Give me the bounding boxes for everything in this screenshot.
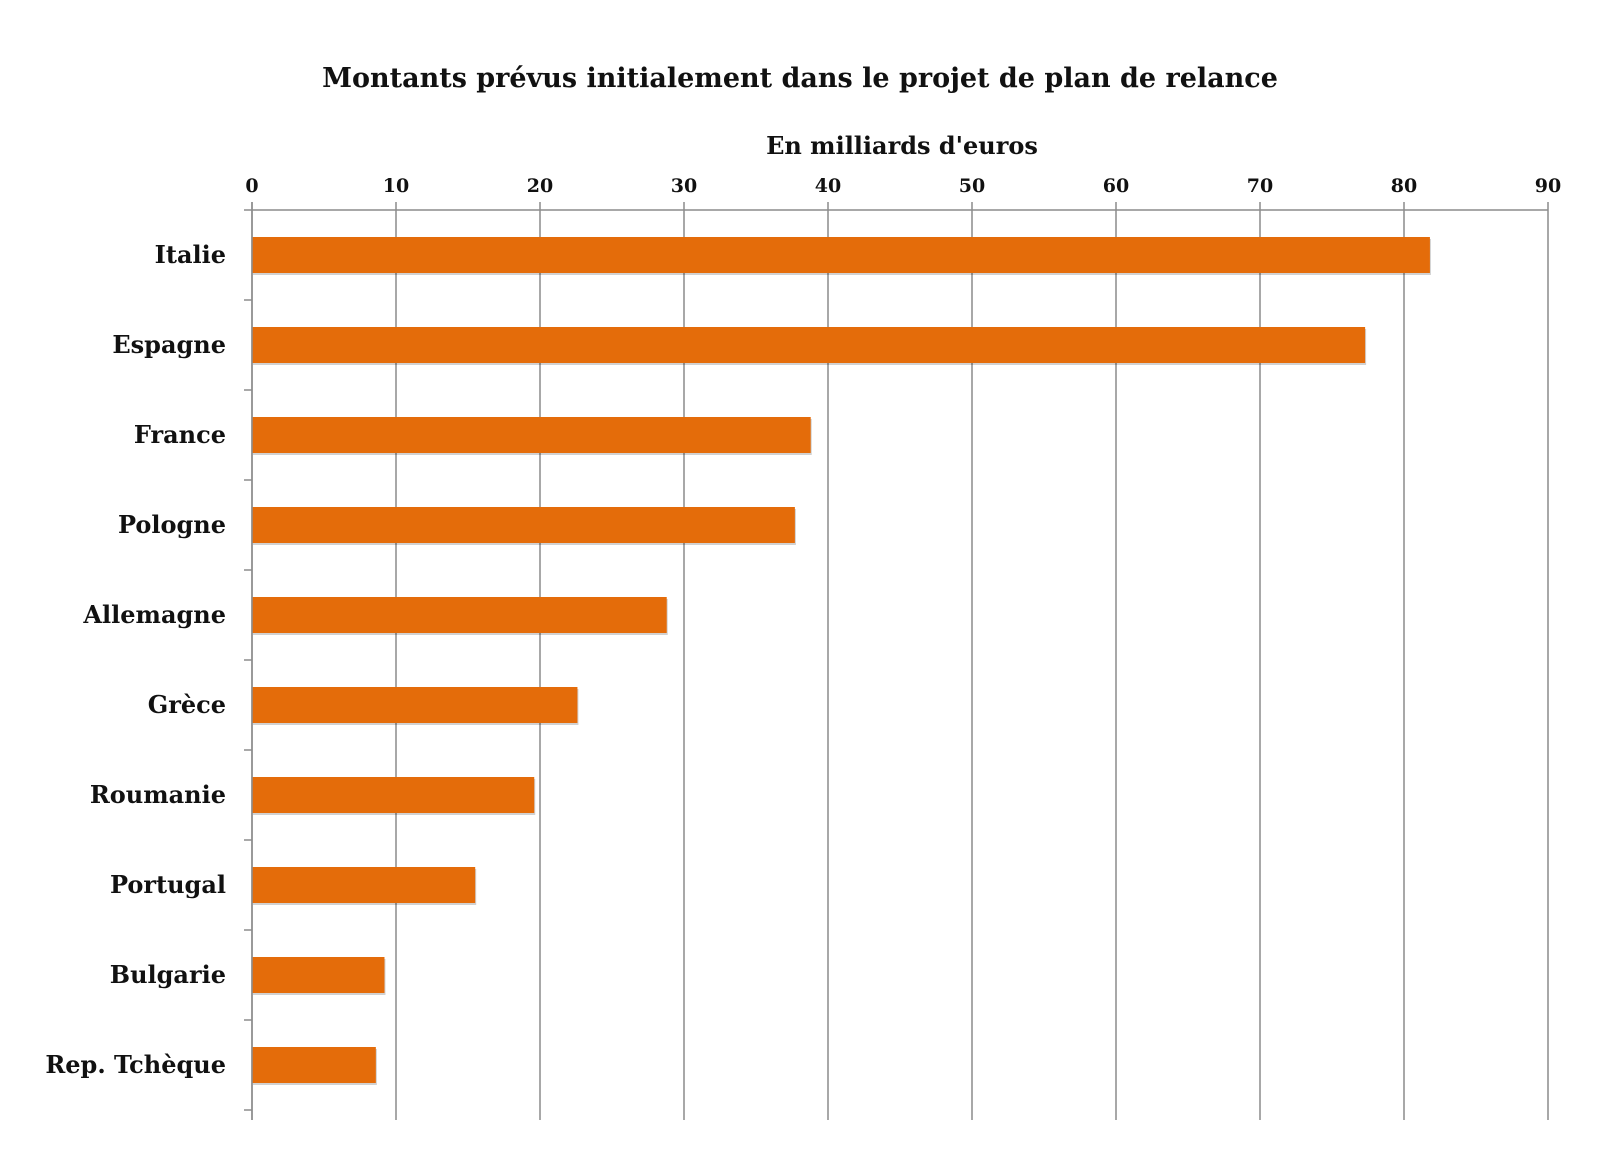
x-tick-label-60: 60	[1103, 175, 1129, 197]
bar-9	[252, 957, 385, 993]
category-label-3: France	[134, 420, 226, 449]
bar-7	[252, 777, 535, 813]
category-labels: Italie Espagne France Pologne Allemagne Grèce…	[45, 240, 226, 1079]
bar-1	[252, 237, 1430, 273]
x-tick-label-90: 90	[1535, 175, 1561, 197]
axes	[244, 202, 1548, 1120]
x-tick-labels: 0 10 20 30 40 50 60 70 80 90	[245, 175, 1561, 197]
category-label-4: Pologne	[118, 510, 226, 539]
x-tick-label-40: 40	[815, 175, 841, 197]
x-tick-label-0: 0	[245, 175, 258, 197]
x-tick-label-30: 30	[671, 175, 697, 197]
bar-2	[252, 327, 1366, 363]
category-label-2: Espagne	[112, 330, 226, 359]
category-label-9: Bulgarie	[110, 960, 226, 989]
bar-6	[252, 687, 578, 723]
chart-title: Montants prévus initialement dans le pro…	[322, 63, 1278, 94]
category-label-1: Italie	[155, 240, 226, 269]
x-axis-label: En milliards d'euros	[766, 131, 1038, 160]
category-label-8: Portugal	[110, 870, 226, 899]
x-tick-label-20: 20	[527, 175, 553, 197]
x-tick-label-70: 70	[1247, 175, 1273, 197]
category-label-6: Grèce	[148, 690, 226, 719]
category-label-7: Roumanie	[90, 780, 226, 809]
bars	[252, 237, 1431, 1085]
bar-10	[252, 1047, 376, 1083]
category-label-5: Allemagne	[82, 600, 226, 629]
bar-3	[252, 417, 811, 453]
x-tick-label-10: 10	[383, 175, 409, 197]
x-tick-label-80: 80	[1391, 175, 1417, 197]
category-label-10: Rep. Tchèque	[45, 1050, 226, 1079]
bar-4	[252, 507, 795, 543]
bar-8	[252, 867, 476, 903]
x-tick-label-50: 50	[959, 175, 985, 197]
bar-5	[252, 597, 667, 633]
